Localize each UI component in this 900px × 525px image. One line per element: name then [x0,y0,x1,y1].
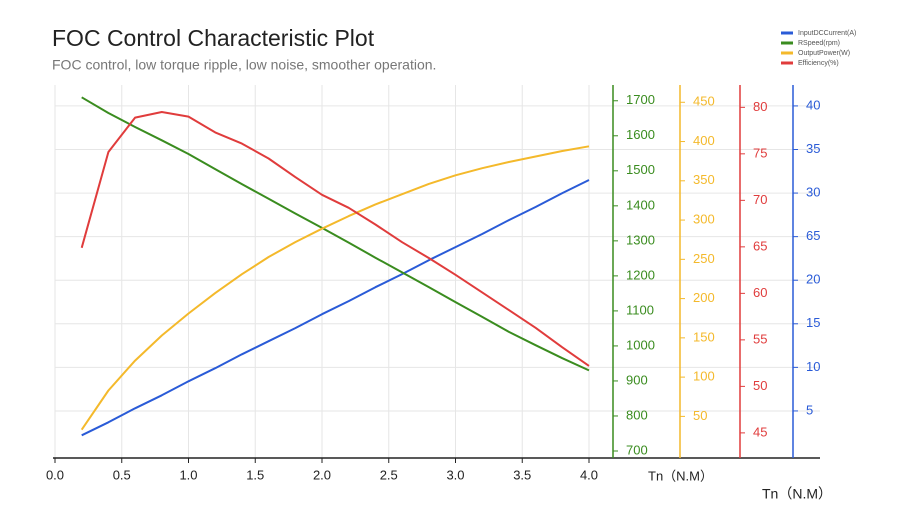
y-tick-label: 5 [806,402,813,417]
annotation: Tn（N.M） [762,486,832,502]
y-tick-label: 65 [753,238,767,253]
y-tick-label: 30 [806,185,820,200]
y-tick-label: 250 [693,251,715,266]
x-axis-label: Tn（N.M） [648,468,713,483]
series-line [81,179,590,437]
y-tick-label: 50 [693,408,707,423]
y-tick-label: 15 [806,315,820,330]
y-tick-label: 450 [693,94,715,109]
x-tick-label: 2.5 [380,467,398,482]
y-tick-label: 150 [693,329,715,344]
series-line [80,111,590,367]
y-tick-label: 1300 [626,232,655,247]
y-tick-label: 1000 [626,337,655,352]
y-tick-label: 55 [753,331,767,346]
x-tick-label: 3.0 [446,467,464,482]
legend-label: OutputPower(W) [798,50,850,57]
series-line [81,96,590,372]
y-tick-label: 200 [693,290,715,305]
y-tick-label: 700 [626,442,648,457]
chart-title: FOC Control Characteristic Plot [52,25,375,51]
y-tick-label: 35 [806,141,820,156]
y-tick-label: 10 [806,359,820,374]
y-tick-label: 40 [806,97,820,112]
y-tick-label: 800 [626,407,648,422]
y-tick-label: 70 [753,192,767,207]
y-tick-label: 400 [693,133,715,148]
y-tick-label: 60 [753,285,767,300]
legend-label: InputDCCurrent(A) [798,30,856,37]
y-tick-label: 1200 [626,267,655,282]
x-tick-label: 0.0 [46,467,64,482]
y-tick-label: 1100 [626,302,654,317]
x-tick-label: 2.0 [313,467,331,482]
x-tick-label: 3.5 [513,467,531,482]
y-tick-label: 50 [753,378,767,393]
y-tick-label: 1700 [626,92,655,107]
legend-label: RSpeed(rpm) [798,40,840,47]
x-tick-label: 0.5 [113,467,131,482]
y-tick-label: 1600 [626,127,655,142]
x-tick-label: 4.0 [580,467,598,482]
y-tick-label: 20 [806,272,820,287]
y-tick-label: 45 [753,424,767,439]
legend-label: Efficiency(%) [798,60,839,67]
y-tick-label: 1500 [626,162,655,177]
y-tick-label: 300 [693,212,715,227]
y-tick-label: 100 [693,369,715,384]
x-tick-label: 1.0 [179,467,197,482]
y-tick-label: 900 [626,372,648,387]
y-tick-label: 350 [693,172,715,187]
x-tick-label: 1.5 [246,467,264,482]
y-tick-label: 65 [806,228,820,243]
y-tick-label: 80 [753,99,767,114]
series-line [80,145,590,431]
y-tick-label: 1400 [626,197,655,212]
chart-subtitle: FOC control, low torque ripple, low nois… [52,57,436,73]
y-tick-label: 75 [753,145,767,160]
